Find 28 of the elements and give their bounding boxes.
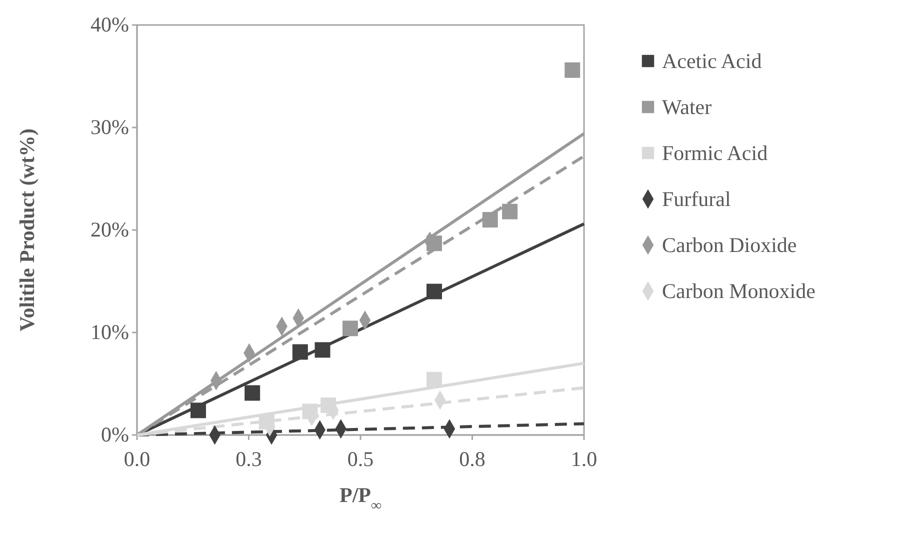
point <box>502 204 518 220</box>
legend-label: Furfural <box>662 187 731 211</box>
point <box>244 385 260 401</box>
point <box>426 284 442 300</box>
legend-label: Carbon Monoxide <box>662 279 816 303</box>
point <box>482 212 498 228</box>
point <box>342 320 358 336</box>
point <box>564 62 580 78</box>
point <box>314 342 330 358</box>
y-tick-label: 20% <box>90 218 129 242</box>
x-tick-label: 0.5 <box>347 447 374 472</box>
y-tick-label: 10% <box>90 320 129 344</box>
x-tick-label: 1.0 <box>570 447 598 472</box>
x-tick-label: 0.8 <box>459 447 486 472</box>
y-tick-label: 30% <box>90 115 129 140</box>
point <box>426 372 442 388</box>
legend-label: Formic Acid <box>662 141 768 165</box>
legend-label: Acetic Acid <box>662 49 762 73</box>
legend-label: Carbon Dioxide <box>662 233 797 257</box>
point <box>292 344 308 360</box>
legend-label: Water <box>662 95 712 119</box>
x-axis-title: P/P$_{∞}$ <box>340 483 382 514</box>
x-tick-label: 0.0 <box>124 447 150 472</box>
x-tick-label: 0.3 <box>236 447 262 472</box>
point <box>190 402 206 418</box>
y-tick-label: 40% <box>90 12 129 37</box>
y-axis-title: Volitile Product (wt%) <box>15 128 39 332</box>
y-tick-label: 0% <box>101 422 129 447</box>
